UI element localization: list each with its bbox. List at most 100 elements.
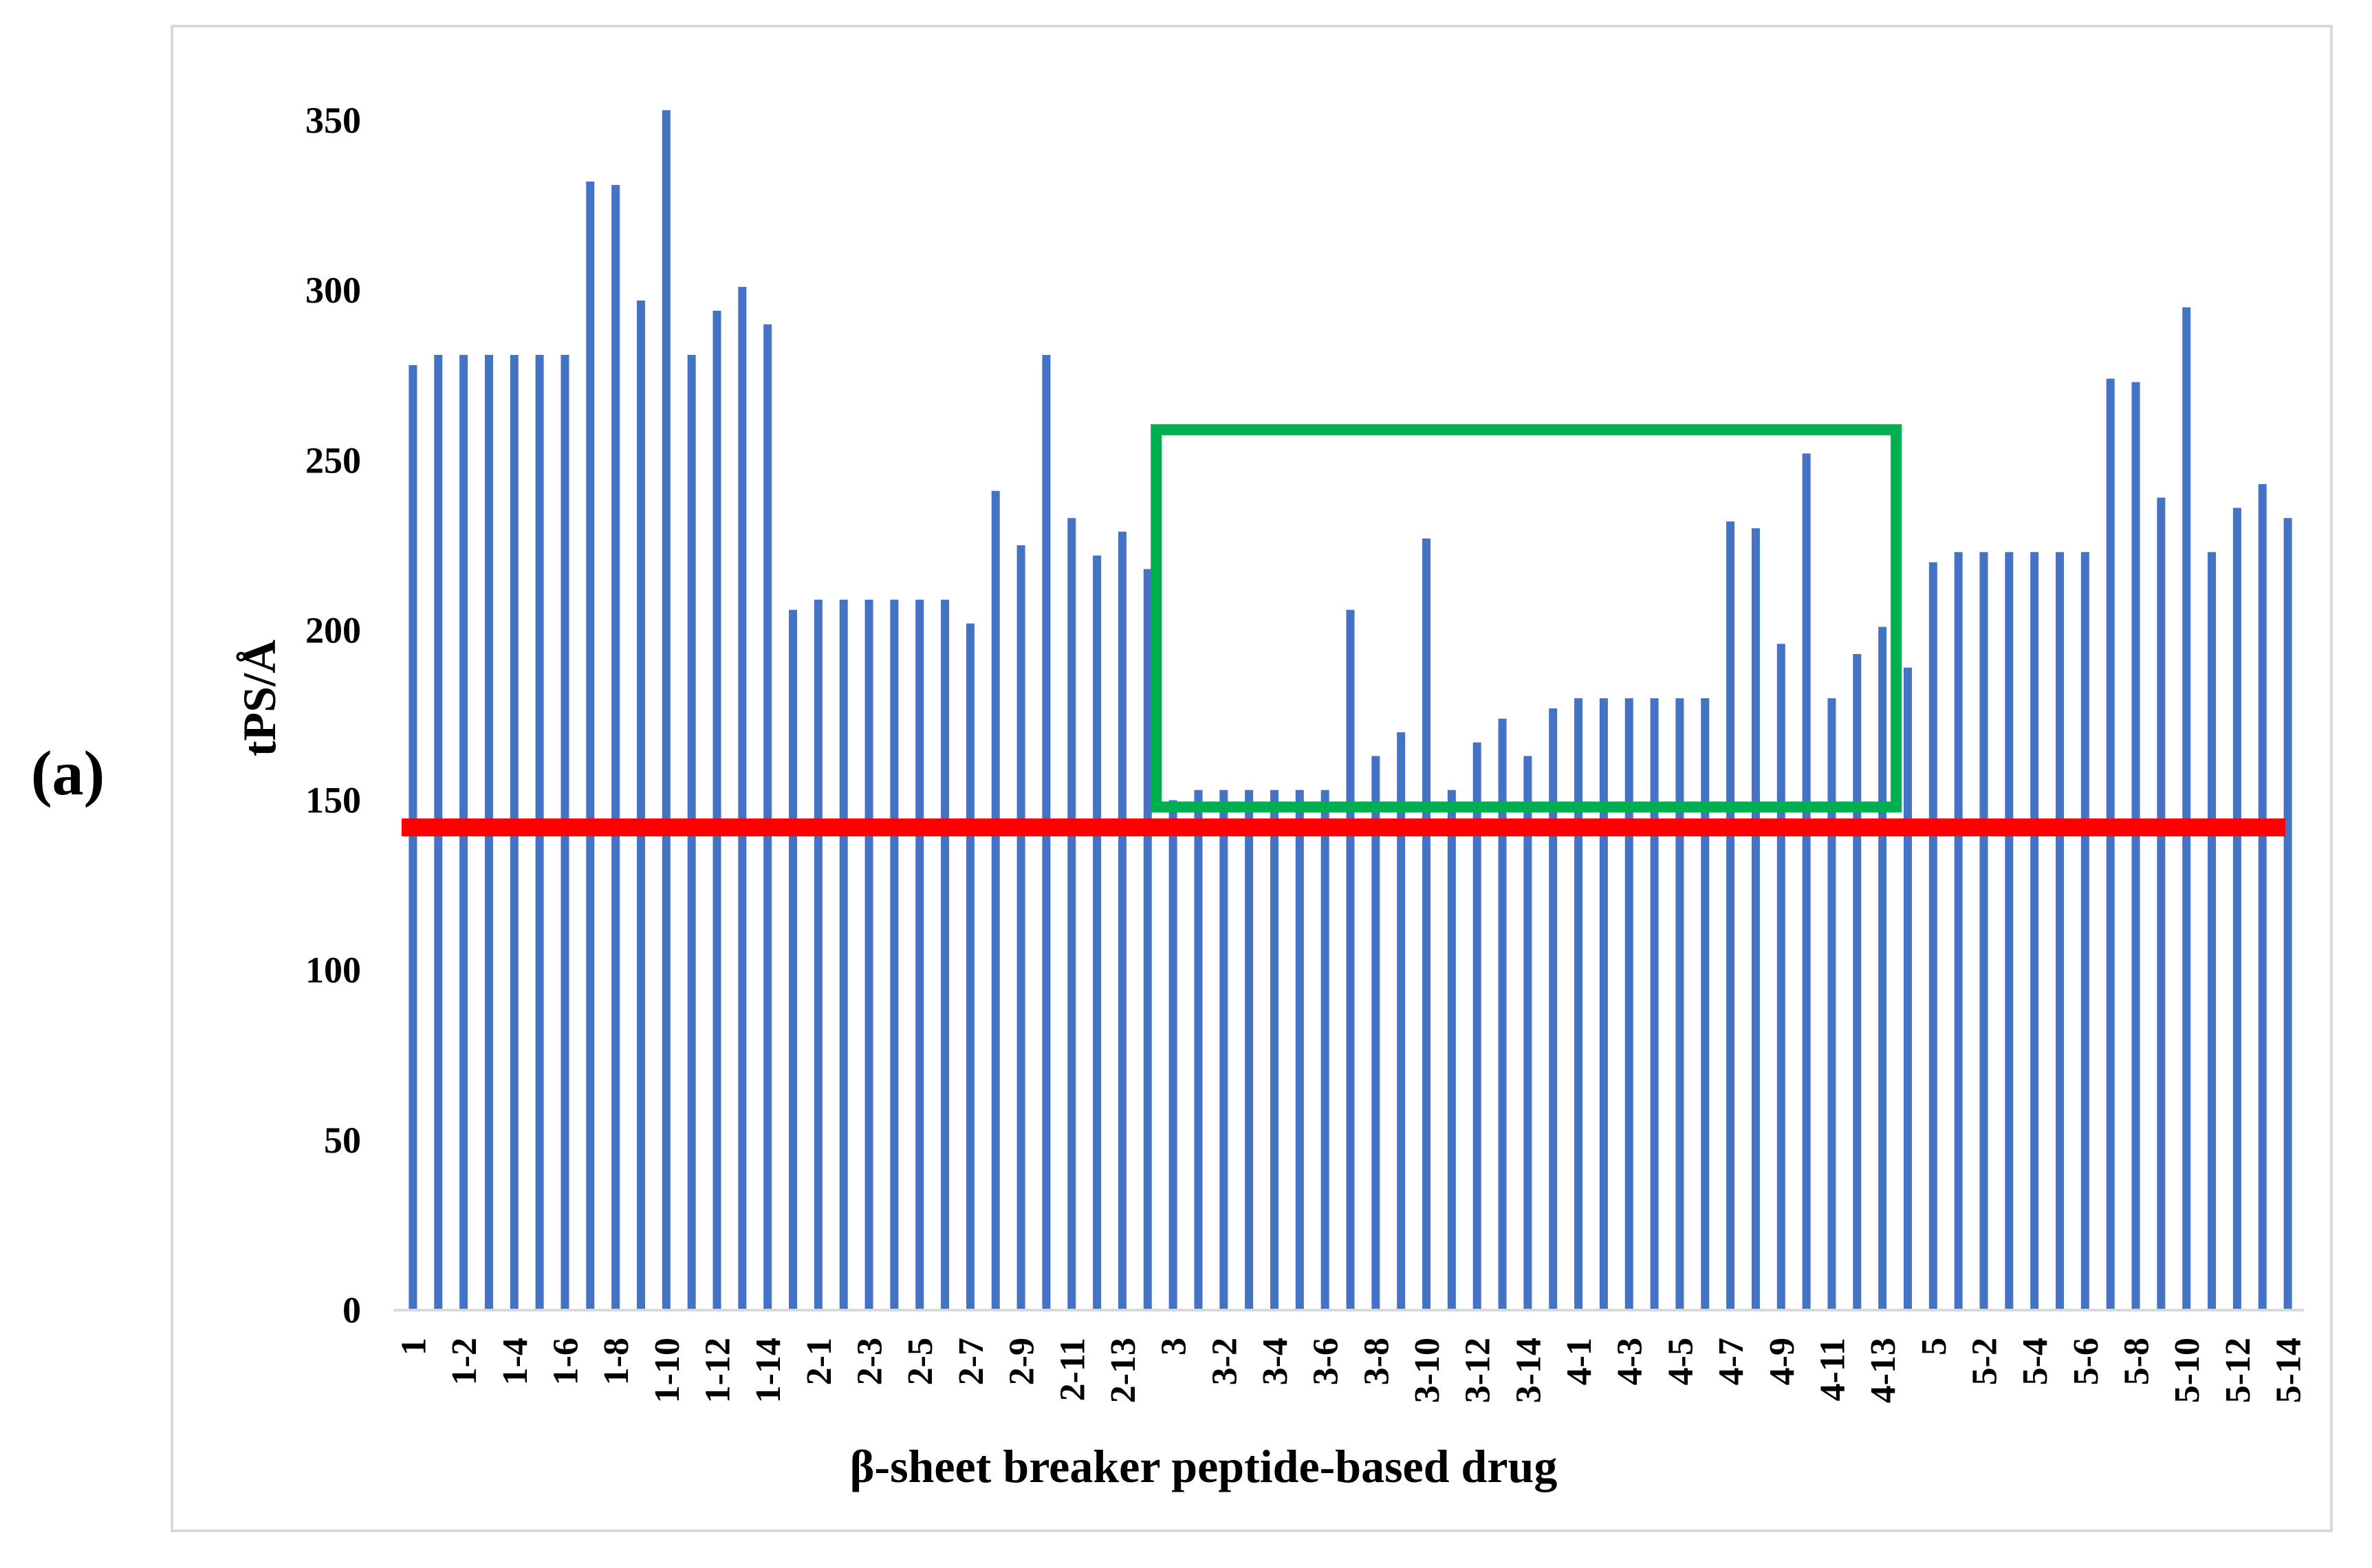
x-tick-label: 1-10 (648, 1338, 687, 1403)
x-tick-label: 3-14 (1509, 1338, 1548, 1403)
bar (2258, 483, 2267, 1310)
x-tick-label: 4-5 (1661, 1338, 1700, 1385)
x-tick-labels: 1 1-2 1-4 1-6 1-8 1-10 1-12 1-14 2-1 2-3 2-5 2-7 2-9… (394, 1338, 2308, 1403)
bar (991, 490, 1000, 1310)
x-tick-label: 2-11 (1053, 1338, 1092, 1401)
bar (1016, 545, 1025, 1310)
bar (763, 324, 772, 1311)
x-tick-label: 5-6 (2067, 1338, 2106, 1385)
x-tick-label: 1-14 (749, 1338, 788, 1403)
bar (1143, 569, 1152, 1310)
bar (409, 364, 417, 1310)
bar (1903, 667, 1912, 1310)
bar (611, 184, 620, 1310)
bar (586, 181, 595, 1310)
y-tick-labels: 0 50 100 150 200 250 300 350 (305, 100, 361, 1331)
bar (1168, 800, 1177, 1310)
bar (2131, 382, 2140, 1310)
bar (1979, 552, 1988, 1310)
x-tick-label: 1-8 (597, 1338, 636, 1385)
bar (1346, 609, 1355, 1310)
bar (1320, 790, 1329, 1310)
x-tick-label: 4-1 (1560, 1338, 1599, 1385)
bar (1726, 521, 1735, 1311)
x-tick-label: 2-7 (952, 1338, 991, 1385)
bar (738, 287, 747, 1311)
bar (1827, 698, 1836, 1310)
bar (890, 599, 899, 1310)
bar (1245, 790, 1254, 1310)
bar (1701, 698, 1710, 1310)
x-tick-label: 4-9 (1763, 1338, 1802, 1385)
bar (1270, 790, 1279, 1310)
x-tick-label: 1-4 (496, 1338, 535, 1385)
x-tick-label: 3-8 (1357, 1338, 1396, 1385)
bar (1650, 698, 1659, 1310)
y-tick-label: 100 (305, 950, 361, 991)
y-tick-label: 300 (305, 270, 361, 311)
bar (789, 609, 798, 1310)
bar (2080, 552, 2089, 1310)
bar (636, 300, 645, 1310)
bar (2182, 307, 2191, 1310)
y-tick-label: 50 (324, 1120, 361, 1161)
bar (1574, 698, 1583, 1310)
x-tick-label: 3-2 (1205, 1338, 1244, 1385)
bar (1624, 698, 1633, 1310)
x-tick-label: 5-8 (2118, 1338, 2157, 1385)
bar (966, 623, 975, 1310)
y-tick-label: 150 (305, 780, 361, 821)
bar (1751, 528, 1760, 1311)
x-tick-label: 2-9 (1003, 1338, 1042, 1385)
y-tick-label: 200 (305, 609, 361, 651)
bar (2208, 552, 2217, 1310)
y-tick-label: 250 (305, 439, 361, 481)
x-tick-label: 4-7 (1712, 1338, 1751, 1385)
x-tick-label: 1-12 (699, 1338, 738, 1403)
bar (1422, 538, 1431, 1310)
panel-label: (a) (31, 738, 105, 808)
bar (1472, 742, 1481, 1310)
x-tick-label: 5-2 (1966, 1338, 2005, 1385)
y-tick-label: 0 (342, 1289, 361, 1331)
bar (1675, 698, 1684, 1310)
x-axis-title: β-sheet breaker peptide-based drug (850, 1440, 1558, 1492)
bar (1878, 627, 1887, 1310)
bar (814, 599, 823, 1310)
bar (1371, 756, 1380, 1310)
y-axis-title: tPS/Å (233, 640, 285, 756)
bar (2005, 552, 2014, 1310)
x-tick-label: 2-5 (901, 1338, 940, 1385)
bar (941, 599, 950, 1310)
bar (1853, 654, 1862, 1310)
x-tick-label: 2-3 (851, 1338, 890, 1385)
bar (2106, 378, 2115, 1310)
bar (662, 110, 671, 1311)
bar (1447, 790, 1456, 1310)
x-tick-label: 3-12 (1459, 1338, 1498, 1403)
bar (1802, 453, 1811, 1310)
bar (1093, 555, 1102, 1310)
x-tick-label: 4-3 (1611, 1338, 1650, 1385)
x-tick-label: 5-10 (2168, 1338, 2207, 1403)
x-tick-label: 1-6 (546, 1338, 585, 1385)
bar (1928, 562, 1937, 1310)
highlight-box (1151, 424, 1902, 813)
bar (2056, 552, 2065, 1310)
bar (2157, 497, 2166, 1310)
bar (1118, 532, 1127, 1310)
bar (1776, 644, 1785, 1310)
x-tick-label: 5 (1915, 1338, 1954, 1355)
x-tick-label: 1-2 (445, 1338, 484, 1385)
x-tick-label: 1 (394, 1338, 433, 1355)
bar (1523, 756, 1532, 1310)
bar (1067, 518, 1076, 1311)
x-tick-label: 5-12 (2219, 1338, 2258, 1403)
x-tick-label: 2-1 (800, 1338, 839, 1385)
bar (1954, 552, 1963, 1310)
x-tick-label: 3-10 (1408, 1338, 1447, 1403)
bar (1599, 698, 1608, 1310)
bar (1549, 708, 1558, 1310)
x-tick-label: 4-13 (1864, 1338, 1903, 1403)
bar (1194, 790, 1203, 1310)
